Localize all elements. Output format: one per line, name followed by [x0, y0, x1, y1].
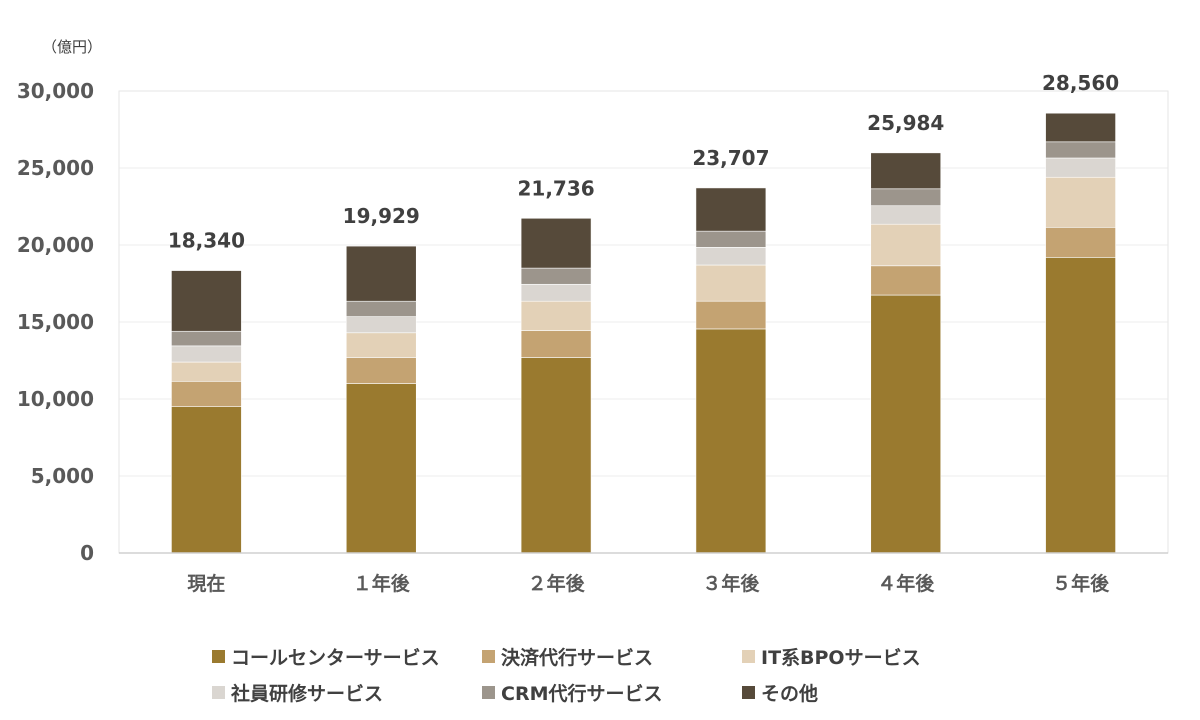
bar-segment: [171, 270, 242, 332]
bar-segment: [520, 217, 592, 269]
bar-segment: [520, 357, 592, 554]
legend-swatch: [482, 685, 495, 699]
total-label: 21,736: [517, 176, 594, 200]
y-axis-unit-label: （億円）: [42, 38, 102, 56]
y-tick-label: 25,000: [17, 156, 94, 180]
legend-label: 決済代行サービス: [501, 646, 654, 669]
bar-segment: [520, 300, 592, 331]
x-category-label: ５年後: [1052, 572, 1110, 595]
bar-segment: [870, 188, 942, 207]
bar-segment: [345, 245, 417, 302]
legend-label: IT系BPOサービス: [761, 646, 921, 669]
y-tick-label: 20,000: [17, 233, 94, 257]
bar-segment: [345, 316, 417, 334]
bar-segment: [1045, 157, 1116, 178]
legend-item: 決済代行サービス: [482, 643, 653, 669]
x-category-label: 現在: [187, 572, 225, 595]
bar-segment: [345, 300, 417, 317]
bars: [171, 112, 1116, 554]
x-category-label: １年後: [353, 572, 411, 595]
y-tick-label: 30,000: [17, 79, 94, 103]
bar-segment: [695, 247, 767, 266]
y-tick-label: 0: [80, 541, 94, 565]
bar-segment: [1045, 141, 1116, 159]
bar-segment: [171, 345, 242, 363]
legend-swatch: [482, 649, 495, 663]
legend-item: 社員研修サービス: [212, 679, 383, 705]
legend-swatch: [742, 685, 755, 699]
bar-segment: [520, 330, 592, 358]
legend-item: IT系BPOサービス: [742, 643, 921, 669]
bar-segment: [1045, 112, 1116, 143]
bar-segment: [171, 406, 242, 554]
bar-segment: [870, 223, 942, 267]
y-axis-ticks: 0 5,000 10,000 15,000 20,000 25,000 30,000: [17, 79, 94, 565]
total-label: 19,929: [343, 204, 420, 228]
x-category-label: ２年後: [528, 572, 586, 595]
y-tick-label: 5,000: [31, 464, 94, 488]
bar-segment: [171, 380, 242, 408]
bar-segment: [520, 267, 592, 285]
x-category-label: ３年後: [702, 572, 760, 595]
legend-label: その他: [761, 682, 819, 705]
legend-swatch: [212, 685, 225, 699]
bar-segment: [1045, 176, 1116, 228]
legend-label: CRM代行サービス: [501, 682, 663, 705]
bar-segment: [1045, 226, 1116, 258]
legend: コールセンターサービス 決済代行サービス IT系BPOサービス社員研修サービス CRM…: [212, 643, 972, 717]
bar-segment: [870, 205, 942, 225]
bar-segment: [695, 264, 767, 302]
bar-segment: [345, 332, 417, 358]
y-tick-label: 10,000: [17, 387, 94, 411]
legend-item: CRM代行サービス: [482, 679, 662, 705]
bar-segment: [870, 265, 942, 296]
total-labels: 18,340 19,929 21,736 23,707 25,984 28,560: [168, 71, 1119, 252]
legend-item: コールセンターサービス: [212, 643, 440, 669]
legend-label: 社員研修サービス: [231, 682, 384, 705]
bar-segment: [171, 361, 242, 382]
bar-segment: [345, 383, 417, 554]
total-label: 23,707: [692, 146, 769, 170]
legend-label: コールセンターサービス: [231, 646, 440, 669]
x-axis-categories: 現在 １年後 ２年後 ３年後 ４年後 ５年後: [187, 572, 1110, 595]
bar-segment: [1045, 257, 1116, 554]
bar-segment: [695, 230, 767, 248]
bar-segment: [695, 187, 767, 232]
bar-segment: [171, 330, 242, 347]
bar-segment: [695, 300, 767, 330]
x-category-label: ４年後: [877, 572, 935, 595]
bar-segment: [870, 294, 942, 554]
bar-segment: [695, 328, 767, 554]
total-label: 28,560: [1042, 71, 1119, 95]
legend-swatch: [742, 649, 755, 663]
gridlines: [119, 167, 1168, 477]
total-label: 25,984: [867, 111, 944, 135]
legend-swatch: [212, 649, 225, 663]
bar-segment: [345, 357, 417, 384]
y-tick-label: 15,000: [17, 310, 94, 334]
legend-item: その他: [742, 679, 818, 705]
bar-segment: [870, 152, 942, 190]
bar-segment: [520, 283, 592, 302]
total-label: 18,340: [168, 229, 245, 253]
